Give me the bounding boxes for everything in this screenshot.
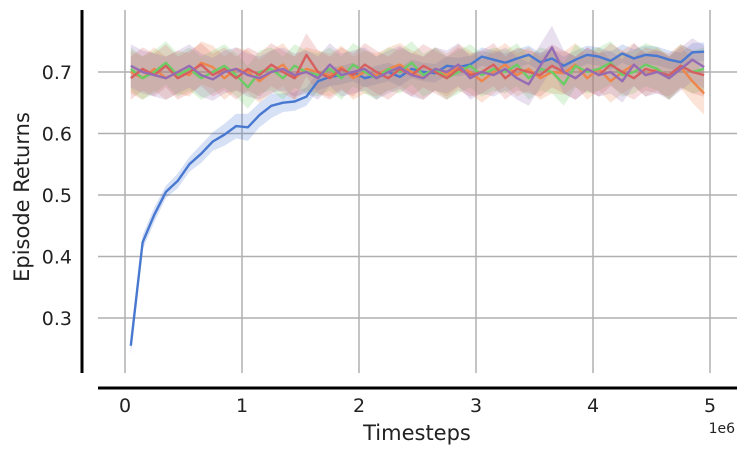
y-tick-label: 0.4	[42, 247, 72, 269]
x-tick-label: 3	[470, 395, 482, 417]
y-tick-label: 0.6	[42, 124, 72, 146]
series-line	[130, 46, 705, 86]
x-tick-label: 0	[119, 395, 131, 417]
confidence-band	[130, 25, 705, 106]
y-tick-label: 0.5	[42, 185, 72, 207]
x-tick-label: 1	[236, 395, 248, 417]
confidence-band	[130, 41, 705, 116]
x-axis-title: Timesteps	[362, 421, 471, 445]
y-tick-labels: 0.3 0.4 0.5 0.6 0.7	[42, 62, 72, 330]
x-tick-label: 2	[353, 395, 365, 417]
y-tick-label: 0.3	[42, 308, 72, 330]
y-axis-title: Episode Returns	[10, 112, 34, 282]
series-line	[130, 61, 705, 95]
series-lines	[129, 46, 705, 346]
x-offset-label: 1e6	[709, 421, 736, 437]
x-tick-label: 5	[704, 395, 716, 417]
x-tick-labels: 0 1 2 3 4 5	[119, 395, 716, 417]
confidence-bands	[130, 25, 705, 355]
confidence-band	[130, 33, 705, 100]
y-tick-label: 0.7	[42, 62, 72, 84]
x-tick-label: 4	[587, 395, 599, 417]
